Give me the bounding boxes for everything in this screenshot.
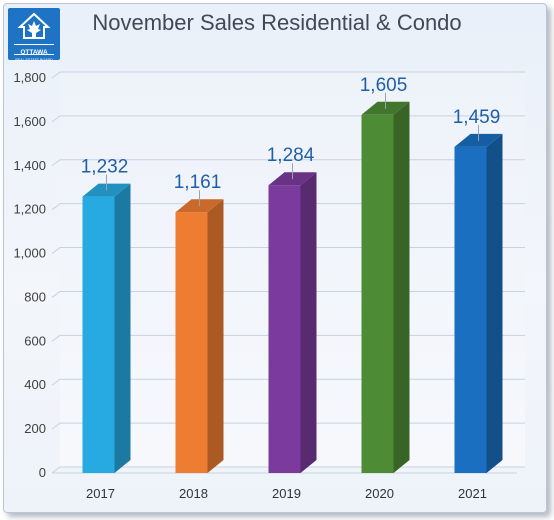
data-label-2018: 1,161 (174, 172, 222, 193)
x-tick-label-2019: 2019 (272, 486, 301, 501)
chart-title: November Sales Residential & Condo (92, 10, 461, 35)
gridline-side (51, 115, 61, 123)
x-tick-label-2020: 2020 (365, 486, 394, 501)
gridline-side (51, 247, 61, 254)
y-tick-label: 1,000 (13, 246, 46, 261)
bar-front-2018 (175, 212, 208, 473)
bar-front-2017 (82, 196, 115, 473)
y-tick-label: 800 (24, 289, 46, 304)
bar-side-2021 (486, 133, 503, 473)
bar-side-2019 (300, 172, 317, 473)
data-label-2020: 1,605 (360, 75, 408, 96)
data-label-2019: 1,284 (267, 145, 315, 166)
gridline-side (51, 71, 61, 79)
logo-text: OTTAWA REAL ESTATE BOARD (15, 49, 53, 62)
y-tick-label: 600 (24, 333, 46, 348)
data-label-2021: 1,459 (453, 107, 501, 128)
gridline-side (51, 422, 61, 430)
y-tick-label: 1,200 (13, 202, 46, 217)
y-tick-label: 1,400 (13, 158, 46, 173)
gridline-side (51, 203, 61, 211)
gridline-side (51, 291, 61, 298)
bar-side-2017 (114, 183, 131, 473)
y-tick-label: 0 (39, 465, 46, 480)
maple-leaf-house-icon (14, 12, 54, 55)
data-label-2017: 1,232 (81, 157, 129, 178)
y-tick-label: 200 (24, 421, 46, 436)
logo-wordmark: OTTAWA (20, 49, 48, 56)
bar-front-2021 (454, 146, 487, 473)
gridline-side (51, 159, 61, 167)
y-tick-label: 1,800 (13, 70, 46, 85)
plot-area: 0 200 400 600 800 1,000 1,200 1,400 1,600 1,800 1,… (13, 70, 525, 501)
x-tick-label-2017: 2017 (86, 486, 115, 501)
ottawa-real-estate-board-logo (8, 8, 60, 60)
gridline-side (51, 466, 61, 474)
bar-front-2020 (361, 114, 394, 474)
bar-side-2020 (393, 101, 410, 474)
logo-tagline: REAL ESTATE BOARD (15, 58, 53, 62)
y-tick-label: 1,600 (13, 114, 46, 129)
bar-side-2018 (207, 199, 224, 473)
bar-front-2019 (268, 185, 301, 473)
gridline-side (51, 334, 61, 342)
x-tick-label-2021: 2021 (458, 486, 487, 501)
y-tick-label: 400 (24, 377, 46, 392)
gridline-side (51, 378, 61, 386)
x-tick-label-2018: 2018 (179, 486, 208, 501)
